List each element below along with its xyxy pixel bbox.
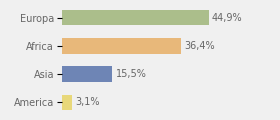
Text: 36,4%: 36,4% (184, 41, 215, 51)
Bar (62, 95, 72, 110)
Bar (62, 66, 112, 82)
Text: 44,9%: 44,9% (212, 13, 242, 23)
Bar (62, 38, 181, 54)
Text: 15,5%: 15,5% (116, 69, 146, 79)
Bar (62, 10, 209, 25)
Text: 3,1%: 3,1% (75, 97, 99, 107)
